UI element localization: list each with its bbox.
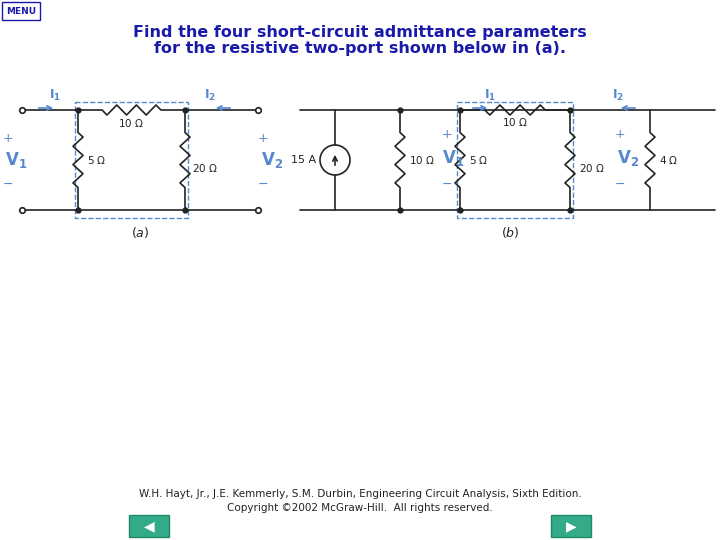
Text: $20\ \Omega$: $20\ \Omega$ bbox=[192, 162, 218, 174]
Text: Find the four short-circuit admittance parameters: Find the four short-circuit admittance p… bbox=[133, 24, 587, 39]
Text: $\mathbf{V_1}$: $\mathbf{V_1}$ bbox=[5, 150, 27, 170]
Text: +: + bbox=[615, 129, 625, 141]
Text: $(a)$: $(a)$ bbox=[131, 225, 149, 240]
Bar bbox=[75, 102, 188, 218]
Text: $-$: $-$ bbox=[258, 177, 269, 190]
Text: 15 A: 15 A bbox=[291, 155, 316, 165]
FancyBboxPatch shape bbox=[2, 2, 40, 20]
Text: $\mathbf{V_2}$: $\mathbf{V_2}$ bbox=[617, 148, 639, 168]
Text: ▶: ▶ bbox=[566, 519, 576, 533]
Text: $5\ \Omega$: $5\ \Omega$ bbox=[87, 154, 107, 166]
Text: $\mathbf{I_1}$: $\mathbf{I_1}$ bbox=[484, 87, 496, 103]
Text: $-$: $-$ bbox=[441, 177, 453, 190]
FancyBboxPatch shape bbox=[129, 515, 169, 537]
Text: +: + bbox=[441, 129, 452, 141]
Text: $20\ \Omega$: $20\ \Omega$ bbox=[579, 162, 605, 174]
Text: $5\ \Omega$: $5\ \Omega$ bbox=[469, 154, 488, 166]
Text: $\mathbf{V_2}$: $\mathbf{V_2}$ bbox=[261, 150, 283, 170]
Text: $-$: $-$ bbox=[2, 177, 14, 190]
Text: $\mathbf{I_1}$: $\mathbf{I_1}$ bbox=[49, 87, 61, 103]
Text: $-$: $-$ bbox=[614, 177, 626, 190]
Text: MENU: MENU bbox=[6, 6, 36, 16]
Text: $4\ \Omega$: $4\ \Omega$ bbox=[659, 154, 678, 166]
Bar bbox=[457, 102, 573, 218]
Text: $10\ \Omega$: $10\ \Omega$ bbox=[502, 116, 528, 128]
Text: $10\ \Omega$: $10\ \Omega$ bbox=[118, 117, 144, 129]
Text: $10\ \Omega$: $10\ \Omega$ bbox=[409, 154, 435, 166]
Text: +: + bbox=[258, 132, 269, 145]
Text: Copyright ©2002 McGraw-Hill.  All rights reserved.: Copyright ©2002 McGraw-Hill. All rights … bbox=[227, 503, 493, 513]
Text: +: + bbox=[3, 132, 13, 145]
Text: $(b)$: $(b)$ bbox=[500, 225, 519, 240]
Text: $\mathbf{V_1}$: $\mathbf{V_1}$ bbox=[442, 148, 464, 168]
Text: $\mathbf{I_2}$: $\mathbf{I_2}$ bbox=[612, 87, 624, 103]
Text: $\mathbf{I_2}$: $\mathbf{I_2}$ bbox=[204, 87, 216, 103]
Text: W.H. Hayt, Jr., J.E. Kemmerly, S.M. Durbin, Engineering Circuit Analysis, Sixth : W.H. Hayt, Jr., J.E. Kemmerly, S.M. Durb… bbox=[139, 489, 581, 499]
Text: for the resistive two-port shown below in (a).: for the resistive two-port shown below i… bbox=[154, 40, 566, 56]
FancyBboxPatch shape bbox=[551, 515, 591, 537]
Text: ◀: ◀ bbox=[144, 519, 154, 533]
